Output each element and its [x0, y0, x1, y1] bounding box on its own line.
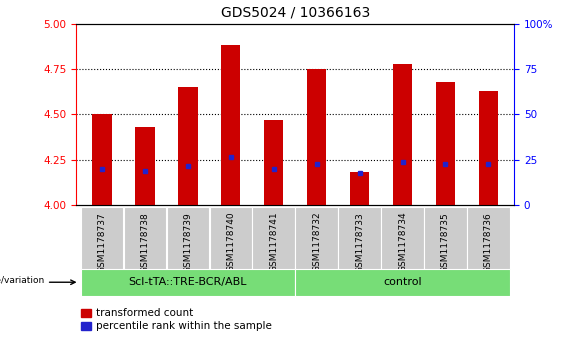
- Bar: [424, 207, 467, 269]
- Title: GDS5024 / 10366163: GDS5024 / 10366163: [220, 6, 370, 20]
- Bar: [253, 207, 295, 269]
- Bar: [393, 64, 412, 205]
- Text: GSM1178739: GSM1178739: [184, 212, 193, 273]
- Bar: [124, 207, 166, 269]
- Text: GSM1178741: GSM1178741: [270, 212, 278, 273]
- Bar: [92, 114, 112, 205]
- Bar: [479, 91, 498, 205]
- Bar: [210, 207, 252, 269]
- Text: GSM1178740: GSM1178740: [227, 212, 235, 273]
- Bar: [135, 127, 155, 205]
- Bar: [81, 269, 295, 296]
- Text: Scl-tTA::TRE-BCR/ABL: Scl-tTA::TRE-BCR/ABL: [129, 277, 247, 287]
- Bar: [264, 120, 284, 205]
- Text: genotype/variation: genotype/variation: [0, 276, 45, 285]
- Bar: [81, 207, 123, 269]
- Bar: [295, 269, 510, 296]
- Text: GSM1178732: GSM1178732: [312, 212, 321, 273]
- Bar: [467, 207, 510, 269]
- Bar: [381, 207, 424, 269]
- Text: GSM1178738: GSM1178738: [141, 212, 150, 273]
- Bar: [221, 45, 241, 205]
- Text: GSM1178733: GSM1178733: [355, 212, 364, 273]
- Text: GSM1178736: GSM1178736: [484, 212, 493, 273]
- Bar: [178, 87, 198, 205]
- Bar: [307, 69, 327, 205]
- Text: control: control: [383, 277, 422, 287]
- Bar: [436, 82, 455, 205]
- Legend: transformed count, percentile rank within the sample: transformed count, percentile rank withi…: [81, 308, 272, 331]
- Bar: [167, 207, 209, 269]
- Text: GSM1178735: GSM1178735: [441, 212, 450, 273]
- Bar: [295, 207, 338, 269]
- Text: GSM1178734: GSM1178734: [398, 212, 407, 273]
- Bar: [338, 207, 381, 269]
- Text: GSM1178737: GSM1178737: [98, 212, 107, 273]
- Bar: [350, 172, 370, 205]
